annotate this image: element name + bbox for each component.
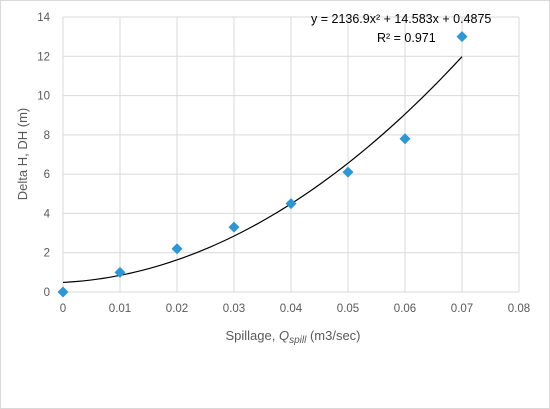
y-tick-label: 14 (37, 12, 50, 24)
x-tick-label: 0.05 (337, 303, 359, 315)
x-axis-title: Spillage, Qspill (m3/sec) (225, 328, 360, 346)
r-squared-label: R² = 0.971 (377, 31, 436, 45)
data-point-marker (171, 243, 183, 255)
y-tick-label: 2 (44, 248, 50, 260)
x-tick-label: 0.03 (223, 303, 245, 315)
data-point-marker (285, 198, 297, 210)
data-point-marker (114, 266, 126, 278)
y-tick-label: 6 (44, 169, 50, 181)
data-point-marker (342, 166, 354, 178)
x-axis-title-symbol: Q (279, 328, 289, 343)
data-points (57, 31, 468, 298)
x-tick-label: 0 (60, 303, 66, 315)
x-tick-label: 0.06 (394, 303, 416, 315)
data-point-marker (456, 31, 468, 43)
gridlines (62, 16, 520, 293)
y-tick-label: 0 (44, 287, 50, 299)
x-tick-label: 0.04 (280, 303, 303, 315)
x-tick-label: 0.07 (451, 303, 473, 315)
y-tick-labels: 0 2 4 6 8 10 12 14 (37, 12, 50, 299)
x-tick-labels: 0 0.01 0.02 0.03 0.04 0.05 0.06 0.07 0.08 (60, 303, 530, 315)
y-axis-title: Delta H, DH (m) (15, 108, 30, 200)
x-tick-label: 0.02 (166, 303, 188, 315)
data-point-marker (57, 286, 69, 298)
y-tick-label: 8 (44, 130, 50, 142)
x-axis-title-suffix: (m3/sec) (306, 328, 360, 343)
y-tick-label: 10 (37, 91, 50, 103)
y-tick-label: 12 (37, 51, 50, 63)
y-tick-label: 4 (44, 208, 51, 220)
x-axis-title-subscript: spill (289, 335, 307, 346)
x-axis-title-prefix: Spillage, (225, 328, 278, 343)
x-tick-label: 0.01 (109, 303, 131, 315)
x-tick-label: 0.08 (508, 303, 530, 315)
trendline-equation: y = 2136.9x² + 14.583x + 0.4875 (311, 12, 491, 26)
data-point-marker (399, 133, 411, 145)
data-point-marker (228, 221, 240, 233)
trendline (62, 56, 463, 284)
